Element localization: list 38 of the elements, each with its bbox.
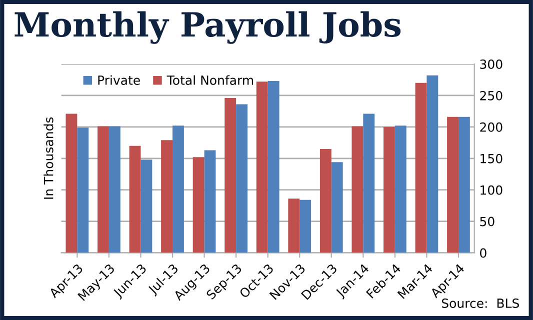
bar — [256, 82, 268, 253]
bar — [140, 160, 152, 253]
bar — [66, 114, 78, 253]
chart-title: Monthly Payroll Jobs — [14, 11, 401, 44]
source-note: Source: BLS — [442, 298, 519, 308]
bar — [192, 157, 204, 253]
bar — [204, 150, 216, 253]
y-tick-label: 0 — [480, 248, 486, 258]
bar — [426, 75, 438, 253]
bar — [288, 198, 300, 253]
bar — [108, 126, 120, 253]
y-tick-label: 200 — [480, 122, 502, 132]
bar — [236, 104, 248, 253]
bar — [320, 148, 332, 253]
y-tick-label: 50 — [480, 216, 494, 226]
legend-label: Total Nonfarm — [166, 75, 254, 85]
bar — [300, 200, 312, 253]
bar — [98, 126, 109, 253]
bar — [77, 128, 89, 253]
y-tick-label: 250 — [480, 90, 502, 100]
bar — [268, 80, 280, 253]
y-axis-title: In Thousands — [44, 117, 54, 199]
bar — [363, 114, 375, 253]
bar — [458, 116, 470, 253]
y-tick-label: 100 — [480, 185, 502, 195]
bar — [394, 126, 406, 253]
bar — [447, 116, 458, 253]
bar — [352, 126, 364, 253]
legend-label: Private — [98, 75, 140, 85]
bar — [331, 162, 343, 253]
y-tick-label: 150 — [480, 154, 502, 164]
bar — [129, 146, 141, 253]
bar — [383, 126, 395, 253]
bar — [415, 82, 427, 253]
bar — [172, 126, 184, 253]
y-tick-label: 300 — [480, 59, 502, 69]
bar — [161, 140, 173, 253]
bar — [224, 98, 236, 253]
